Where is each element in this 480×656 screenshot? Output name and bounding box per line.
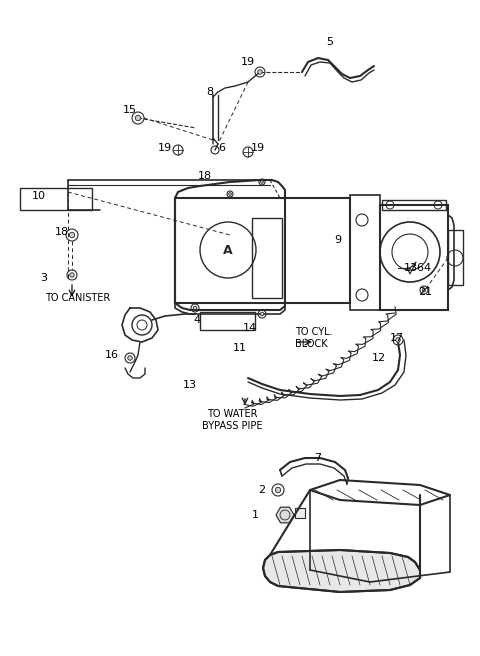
Text: TO WATER
BYPASS PIPE: TO WATER BYPASS PIPE: [202, 409, 262, 431]
Text: 1: 1: [252, 510, 259, 520]
Text: 1364: 1364: [404, 263, 432, 273]
Text: 16: 16: [105, 350, 119, 360]
Text: 14: 14: [243, 323, 257, 333]
Polygon shape: [263, 550, 420, 592]
Text: 13: 13: [183, 380, 197, 390]
Text: 6: 6: [218, 143, 226, 153]
Text: 15: 15: [123, 105, 137, 115]
Circle shape: [258, 70, 262, 74]
Bar: [252, 218, 282, 298]
Text: 11: 11: [233, 343, 247, 353]
Circle shape: [128, 356, 132, 360]
Text: 19: 19: [241, 57, 255, 67]
Bar: [175, 198, 350, 303]
Bar: [382, 200, 446, 210]
Text: 18: 18: [198, 171, 212, 181]
Circle shape: [193, 306, 197, 310]
Bar: [380, 205, 448, 310]
Text: 21: 21: [418, 287, 432, 297]
Text: A: A: [223, 243, 233, 256]
Text: 19: 19: [251, 143, 265, 153]
Circle shape: [69, 232, 75, 237]
Circle shape: [260, 312, 264, 316]
Text: 4: 4: [193, 315, 201, 325]
Text: 10: 10: [32, 191, 46, 201]
Text: TO CYL.
BLOCK: TO CYL. BLOCK: [295, 327, 333, 349]
Text: 19: 19: [158, 143, 172, 153]
Circle shape: [261, 180, 264, 183]
Text: 7: 7: [314, 453, 322, 463]
Circle shape: [70, 273, 74, 277]
Text: 17: 17: [390, 333, 404, 343]
Text: 2: 2: [258, 485, 265, 495]
Bar: [20, 188, 92, 210]
Circle shape: [228, 193, 231, 195]
Circle shape: [396, 338, 400, 342]
Text: TO CANISTER: TO CANISTER: [45, 293, 110, 303]
Text: 12: 12: [372, 353, 386, 363]
Text: 9: 9: [335, 235, 342, 245]
Circle shape: [422, 288, 426, 292]
Bar: [350, 195, 380, 310]
Text: 3: 3: [40, 273, 47, 283]
Text: 5: 5: [326, 37, 334, 47]
Bar: [448, 230, 463, 285]
Circle shape: [276, 487, 281, 493]
Circle shape: [135, 115, 141, 121]
Text: 18: 18: [55, 227, 69, 237]
Polygon shape: [276, 507, 294, 523]
Bar: [295, 508, 305, 518]
Text: 8: 8: [206, 87, 214, 97]
Bar: [200, 312, 255, 330]
